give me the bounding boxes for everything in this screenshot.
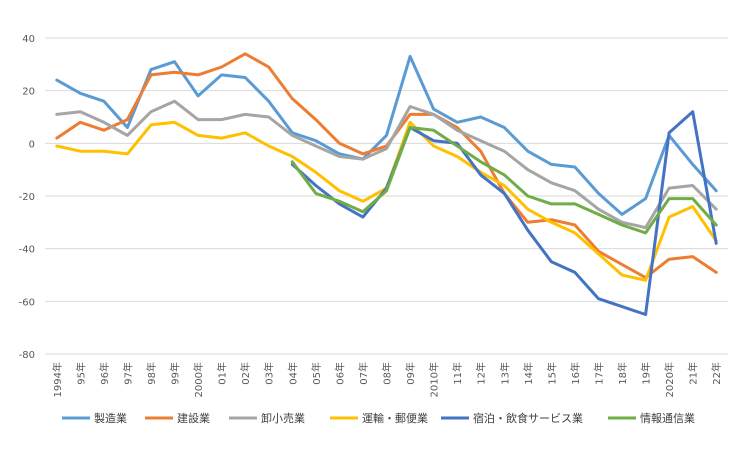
x-axis-tick-labels: 1994年 95年 96年 97年 98年 99年 2000年 01年 02年 03年 04年 05年… (51, 362, 723, 397)
y-tick-label: -20 (19, 192, 35, 203)
x-tick-label: 19年 (640, 362, 653, 385)
legend-label: 製造業 (94, 411, 127, 425)
x-tick-label: 06年 (333, 362, 346, 385)
x-tick-label: 99年 (169, 362, 182, 385)
x-tick-label: 13年 (498, 362, 511, 385)
x-tick-label: 07年 (357, 362, 370, 385)
legend-label: 情報通信業 (640, 412, 695, 425)
series-lines (55, 52, 718, 316)
legend-label: 運輸・郵便業 (362, 411, 428, 425)
x-tick-label: 08年 (381, 362, 394, 385)
x-tick-label: 14年 (522, 362, 535, 385)
x-tick-label: 09年 (404, 362, 417, 385)
y-tick-label: -40 (19, 245, 35, 256)
x-tick-label: 96年 (98, 362, 111, 385)
x-tick-label: 04年 (286, 362, 299, 385)
y-tick-label: -60 (19, 297, 35, 308)
x-tick-label: 1994年 (51, 362, 64, 397)
legend-label: 卸小売業 (261, 411, 305, 425)
x-tick-label: 01年 (216, 362, 229, 385)
x-tick-label: 11年 (451, 362, 464, 385)
x-tick-label: 15年 (545, 362, 558, 385)
gridlines (45, 37, 728, 355)
legend: 製造業 建設業 卸小売業 運輸・郵便業 宿泊・飲食サービス業 情報通信業 (62, 411, 695, 425)
x-tick-label: 21年 (687, 362, 700, 385)
series-line-2 (55, 99, 718, 230)
x-tick-label: 2000年 (192, 362, 205, 397)
x-tick-label: 16年 (569, 362, 582, 385)
y-tick-label: 0 (29, 139, 35, 150)
series-line-4 (290, 110, 718, 316)
y-tick-label: 40 (22, 34, 35, 45)
series-line-0 (55, 54, 718, 216)
x-tick-label: 95年 (74, 362, 87, 385)
y-axis-tick-labels: 40 20 0 -20 -40 -60 -80 (19, 34, 35, 361)
x-tick-label: 03年 (263, 362, 276, 385)
x-tick-label: 22年 (710, 362, 723, 385)
x-tick-label: 17年 (592, 362, 605, 385)
x-tick-label: 97年 (121, 362, 134, 385)
x-tick-label: 18年 (616, 362, 629, 385)
series-line-5 (290, 126, 718, 235)
legend-label: 宿泊・飲食サービス業 (473, 411, 583, 425)
x-tick-label: 98年 (145, 362, 158, 385)
x-tick-label: 12年 (475, 362, 488, 385)
series-line-1 (55, 52, 718, 280)
y-tick-label: -80 (19, 350, 35, 361)
x-tick-label: 05年 (310, 362, 323, 385)
x-tick-label: 2010年 (428, 362, 441, 397)
legend-label: 建設業 (177, 411, 210, 425)
x-tick-label: 02年 (239, 362, 252, 385)
y-tick-label: 20 (22, 87, 35, 98)
x-tick-label: 2020年 (663, 362, 676, 397)
